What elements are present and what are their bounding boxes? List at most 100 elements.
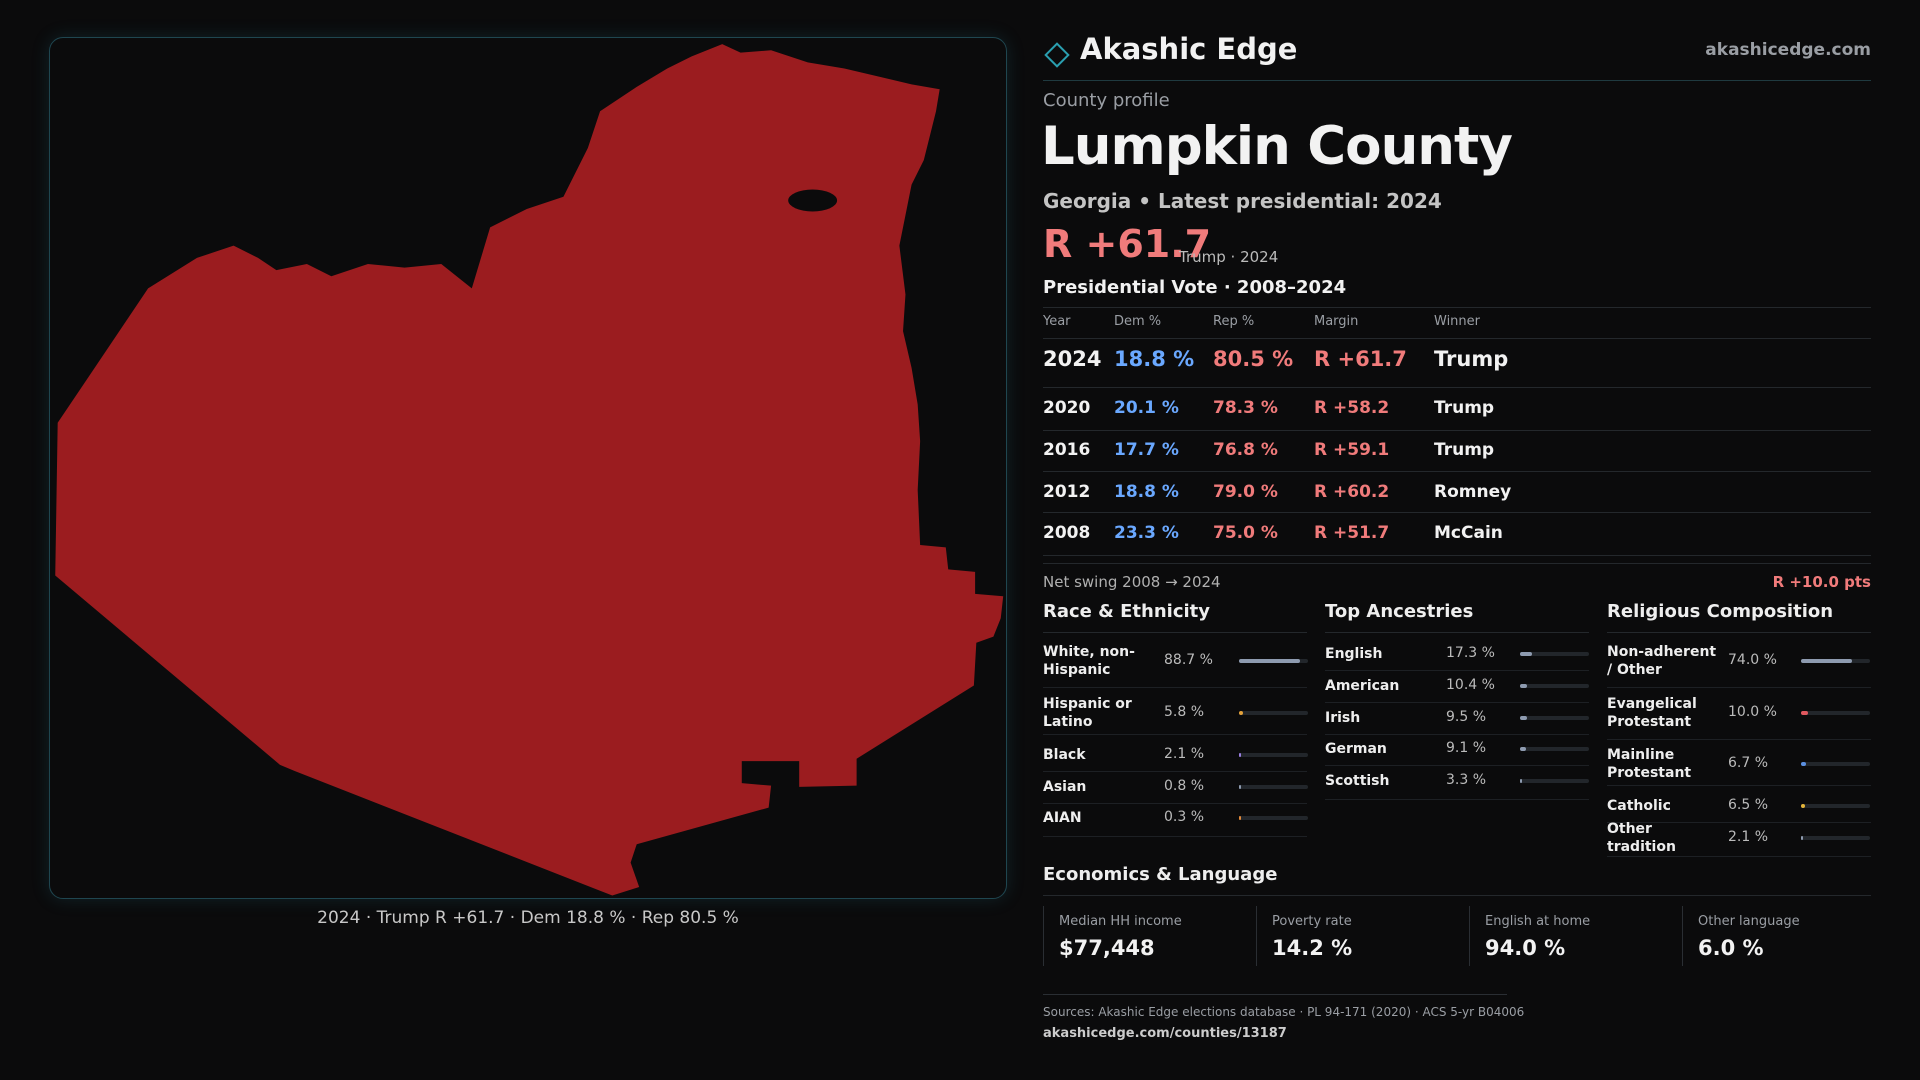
- stat-card: English at home 94.0 %: [1469, 906, 1682, 966]
- section-rule: [1043, 632, 1307, 633]
- swing-label: Net swing 2008 → 2024: [1043, 573, 1221, 591]
- row-value: 9.5 %: [1446, 709, 1487, 725]
- table-cell: 20.1 %: [1114, 398, 1179, 418]
- row-name: Non-adherent / Other: [1607, 644, 1717, 678]
- table-rule: [1043, 555, 1871, 556]
- column-header: Year: [1043, 314, 1071, 329]
- bar: [1239, 711, 1243, 715]
- logo-icon: [1044, 42, 1070, 68]
- stat-label: English at home: [1485, 914, 1591, 929]
- row-name: Hispanic or Latino: [1043, 696, 1132, 730]
- table-cell: 2020: [1043, 398, 1091, 418]
- section-title: Race & Ethnicity: [1043, 601, 1210, 622]
- row-rule: [1325, 670, 1589, 671]
- lake: [788, 189, 838, 212]
- table-cell: 17.7 %: [1114, 440, 1179, 460]
- bar-track: [1239, 711, 1308, 715]
- section-title: Top Ancestries: [1325, 601, 1474, 622]
- swing-rule: [1043, 563, 1871, 564]
- table-cell: McCain: [1434, 523, 1503, 543]
- stat-label: Median HH income: [1059, 914, 1182, 929]
- map-panel: [49, 37, 1007, 899]
- column-header: Rep %: [1213, 314, 1255, 329]
- section-rule: [1325, 632, 1589, 633]
- row-value: 5.8 %: [1164, 704, 1205, 720]
- bar-track: [1801, 762, 1870, 766]
- bar: [1801, 711, 1808, 715]
- map-caption: 2024 · Trump R +61.7 · Dem 18.8 % · Rep …: [317, 908, 739, 928]
- row-rule: [1325, 765, 1589, 766]
- brand: Akashic Edge: [1080, 32, 1298, 66]
- table-cell: 2016: [1043, 440, 1091, 460]
- table-cell: 75.0 %: [1213, 523, 1278, 543]
- sources-text: Sources: Akashic Edge elections database…: [1043, 1005, 1525, 1019]
- bar: [1239, 753, 1241, 757]
- bar-track: [1239, 753, 1308, 757]
- row-name: Black: [1043, 747, 1086, 763]
- row-rule: [1043, 802, 1307, 804]
- bar: [1801, 762, 1806, 766]
- row-rule: [1607, 822, 1871, 823]
- row-rule: [1607, 785, 1871, 786]
- stat-label: Other language: [1698, 914, 1800, 929]
- table-cell: Trump: [1434, 398, 1495, 418]
- row-rule: [1325, 733, 1589, 735]
- table-cell: Trump: [1434, 347, 1509, 371]
- row-value: 6.5 %: [1728, 797, 1769, 813]
- stat-value: 6.0 %: [1698, 936, 1764, 960]
- row-rule: [1607, 856, 1871, 857]
- row-rule: [1325, 799, 1589, 800]
- table-cell: 2008: [1043, 523, 1091, 543]
- bar: [1239, 659, 1301, 663]
- eyebrow: County profile: [1043, 90, 1170, 111]
- row-rule: [1607, 738, 1871, 740]
- column-header: Margin: [1314, 314, 1359, 329]
- bar: [1239, 785, 1241, 789]
- column-header: Winner: [1434, 314, 1481, 329]
- county-map: [55, 44, 1004, 896]
- table-title: Presidential Vote · 2008–2024: [1043, 277, 1347, 298]
- bar-track: [1801, 711, 1870, 715]
- table-rule: [1043, 430, 1871, 431]
- bar-track: [1520, 716, 1589, 720]
- row-value: 17.3 %: [1446, 645, 1495, 661]
- table-cell: 2012: [1043, 482, 1091, 502]
- row-name: Asian: [1043, 779, 1087, 795]
- bar: [1520, 684, 1528, 688]
- bar: [1520, 716, 1527, 720]
- column-header: Dem %: [1114, 314, 1162, 329]
- bar: [1520, 652, 1532, 656]
- section-rule: [1607, 632, 1871, 633]
- row-value: 6.7 %: [1728, 755, 1769, 771]
- table-cell: 80.5 %: [1213, 347, 1294, 371]
- table-cell: 76.8 %: [1213, 440, 1278, 460]
- table-cell: 78.3 %: [1213, 398, 1278, 418]
- site-link[interactable]: akashicedge.com: [1705, 40, 1871, 60]
- county-title: Lumpkin County: [1041, 116, 1513, 177]
- bar: [1801, 836, 1803, 840]
- row-rule: [1043, 836, 1307, 837]
- bar-track: [1520, 747, 1589, 751]
- bar: [1520, 779, 1523, 783]
- economics-rule: [1043, 895, 1871, 896]
- stat-card: Median HH income $77,448: [1043, 906, 1256, 966]
- row-rule: [1043, 687, 1307, 688]
- stat-value: 94.0 %: [1485, 936, 1566, 960]
- sources-rule: [1043, 994, 1507, 995]
- row-value: 2.1 %: [1164, 746, 1205, 762]
- sources-url[interactable]: akashicedge.com/counties/13187: [1043, 1026, 1287, 1041]
- row-rule: [1043, 734, 1307, 735]
- bar-track: [1520, 652, 1589, 656]
- bar-track: [1239, 816, 1308, 820]
- row-value: 0.8 %: [1164, 778, 1205, 794]
- table-rule: [1043, 338, 1871, 339]
- row-name: American: [1325, 678, 1400, 694]
- margin-note: Trump · 2024: [1179, 248, 1279, 266]
- table-cell: R +59.1: [1314, 440, 1390, 460]
- table-rule: [1043, 471, 1871, 472]
- row-name: Evangelical Protestant: [1607, 696, 1697, 730]
- row-name: Other tradition: [1607, 821, 1676, 855]
- table-cell: 18.8 %: [1114, 482, 1179, 502]
- bar-track: [1520, 779, 1589, 783]
